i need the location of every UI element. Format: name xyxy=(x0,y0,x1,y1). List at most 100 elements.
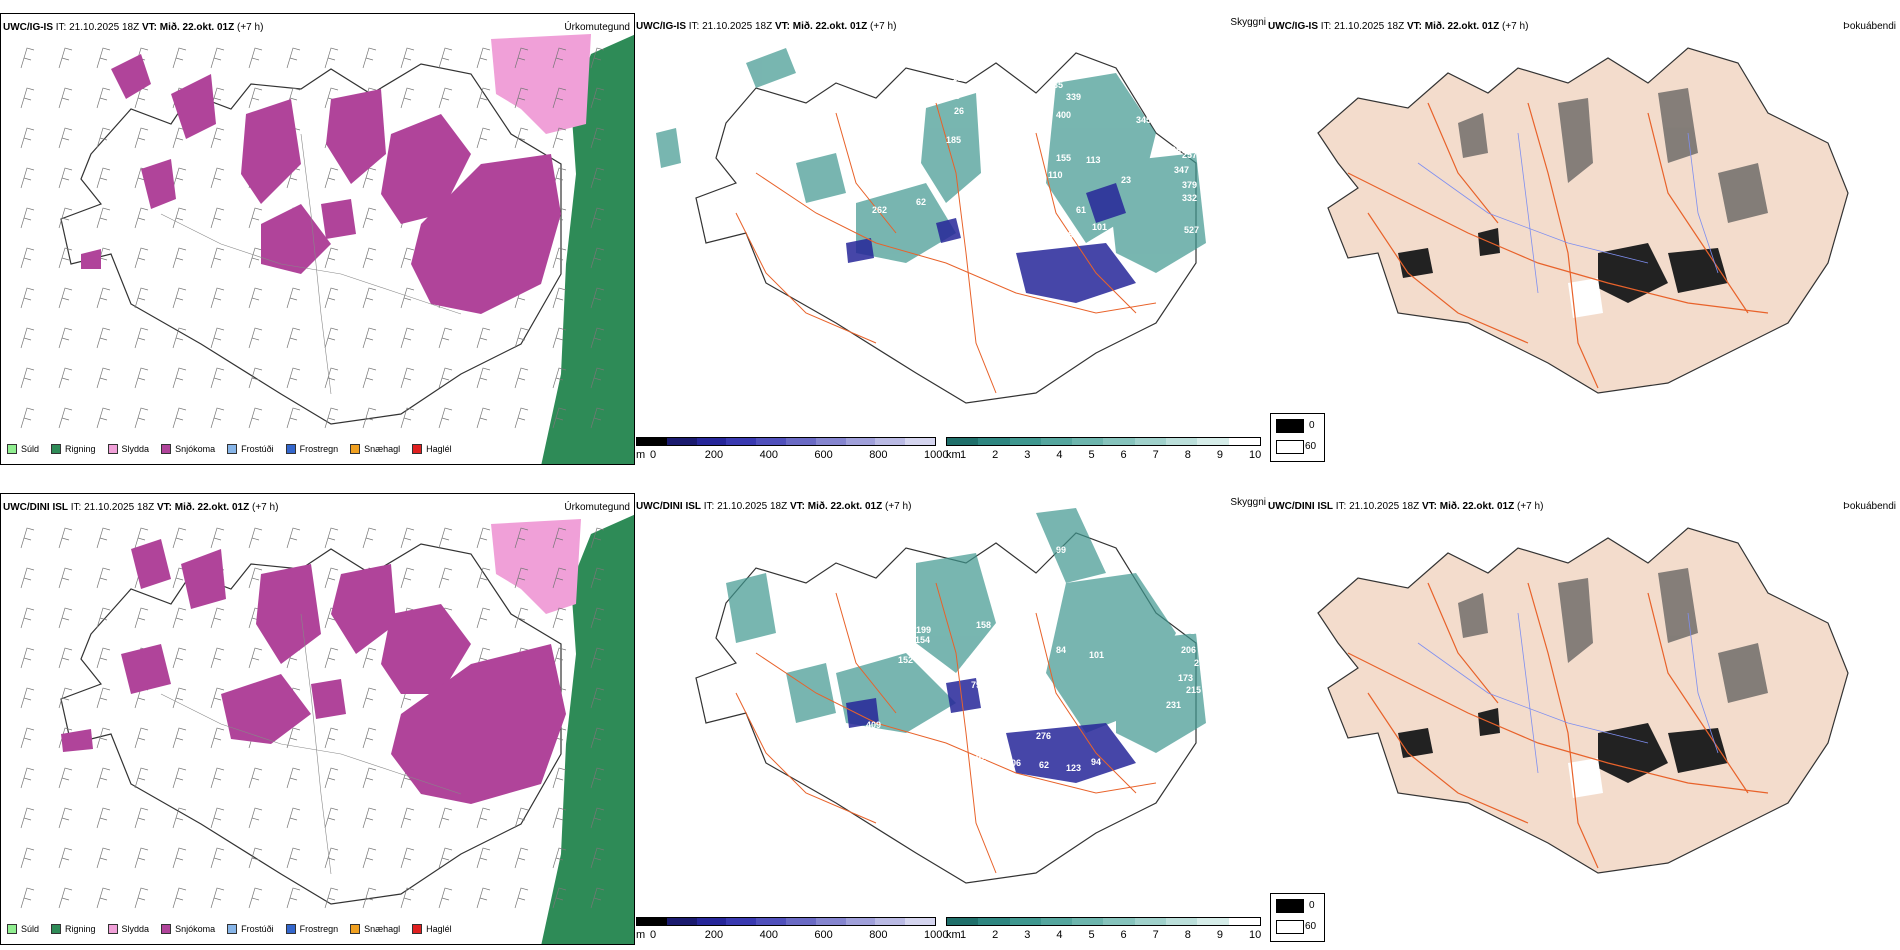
wind-barb-icon xyxy=(286,767,301,789)
wind-barb-icon xyxy=(514,887,529,909)
wind-barb-icon xyxy=(438,567,453,589)
wind-barb-icon xyxy=(514,327,529,349)
cloud-base-label: 215 xyxy=(1186,685,1201,695)
wind-barb-icon xyxy=(210,607,225,629)
legend-item: Slydda xyxy=(107,924,149,934)
cloud-base-label: 65 xyxy=(1039,222,1049,232)
colorbar-tick-label: 400 xyxy=(759,449,778,461)
wind-barb-icon xyxy=(134,407,149,429)
lead-time: (+7 h) xyxy=(1502,21,1529,32)
wind-barb-icon xyxy=(438,47,453,69)
legend-item: Snæhagl xyxy=(350,444,400,454)
colorbar-segment xyxy=(1103,918,1135,925)
legend-label: Súld xyxy=(21,444,40,454)
wind-barb-icon xyxy=(210,527,225,549)
wind-barb-icon xyxy=(438,87,453,109)
cloud-base-label: 102 xyxy=(1166,593,1181,603)
wind-barb-icon xyxy=(286,527,301,549)
legend-swatch-icon xyxy=(412,924,423,934)
precip-type-title: UWC/IG-IS IT: 21.10.2025 18Z VT: Mið. 22… xyxy=(3,22,263,33)
fog-white-label: 60 xyxy=(1305,441,1317,452)
wind-barb-icon xyxy=(20,367,35,389)
cloud-base-label: 106 xyxy=(1006,758,1021,768)
legend-label: Frostúði xyxy=(241,444,274,454)
wind-barb-icon xyxy=(134,727,149,749)
colorbar-tick-label: 200 xyxy=(704,449,724,461)
wind-barb-icon xyxy=(172,287,187,309)
cloud-base-label: 332 xyxy=(1182,193,1197,203)
wind-barb-icon xyxy=(514,407,529,429)
cloud-base-label: 684 xyxy=(1154,570,1169,580)
wind-barb-icon xyxy=(286,887,301,909)
wind-barb-icon xyxy=(286,327,301,349)
colorbar-tick-label: 1000 xyxy=(924,929,949,941)
wind-barb-icon xyxy=(58,567,73,589)
legend-label: Snæhagl xyxy=(364,924,401,934)
wind-barb-icon xyxy=(210,287,225,309)
colorbar-tick-label: 200 xyxy=(704,929,724,941)
wind-barb-icon xyxy=(20,527,35,549)
legend-swatch-icon xyxy=(51,444,62,454)
colorbar-segment xyxy=(696,438,727,445)
colorbar-segment xyxy=(1072,438,1104,445)
wind-barb-icon xyxy=(400,807,415,829)
init-time: IT: 21.10.2025 18Z xyxy=(1320,21,1405,32)
colorbar-segment xyxy=(1040,918,1073,925)
colorbar-segment xyxy=(1197,438,1229,445)
colorbar-tick-label: 400 xyxy=(759,929,778,941)
init-time: IT: 21.10.2025 18Z xyxy=(70,502,155,513)
precip-type-map xyxy=(20,34,634,464)
colorbar-tick-label: 7 xyxy=(1152,929,1159,941)
legend-swatch-icon xyxy=(285,924,296,934)
colorbar-segment xyxy=(1166,438,1198,445)
cloud-visibility-panel: 335 409 204 106 76 92 106 62 123 94 99 684 102 196 120… xyxy=(636,493,1266,945)
colorbar-segment xyxy=(726,918,757,925)
wind-barb-icon xyxy=(552,327,567,349)
valid-label: VT: xyxy=(1406,21,1422,32)
wind-barb-icon xyxy=(362,47,377,69)
wind-barb-icon xyxy=(590,207,605,229)
cloud-base-label: 345 xyxy=(1136,115,1151,125)
wind-barb-icon xyxy=(20,407,35,429)
precip-type-label: Úrkomutegund xyxy=(564,502,630,513)
valid-label: VT: xyxy=(156,502,172,513)
cloud-base-label: 127 xyxy=(936,65,951,75)
colorbar-tick-label: 5 xyxy=(1088,449,1095,461)
wind-barb-icon xyxy=(134,887,149,909)
wind-barb-icon xyxy=(96,367,111,389)
colorbar-segment xyxy=(756,438,786,445)
cloud-base-label: 206 xyxy=(1181,645,1196,655)
wind-barb-icon xyxy=(96,87,111,109)
legend-item: Snæhagl xyxy=(350,924,400,934)
valid-time: Mið. 22.okt. 01Z xyxy=(174,502,250,513)
wind-barb-icon xyxy=(134,527,149,549)
cloud-visibility-label: Skyggni xyxy=(1230,497,1266,508)
fog-label: Þokuábendi xyxy=(1843,501,1896,512)
fog-title: UWC/IG-IS IT: 21.10.2025 18Z VT: Mið. 22… xyxy=(1268,21,1528,32)
cloud-base-label: 185 xyxy=(946,135,961,145)
legend-label: Frostúði xyxy=(241,924,274,934)
wind-barb-icon xyxy=(400,367,415,389)
wind-barb-icon xyxy=(552,847,567,869)
cloud-base-label: 155 xyxy=(1056,153,1071,163)
wind-barb-icon xyxy=(362,687,377,709)
wind-barb-icon xyxy=(514,87,529,109)
precip-type-title: UWC/DINI ISL IT: 21.10.2025 18Z VT: Mið.… xyxy=(3,502,278,513)
wind-barb-icon xyxy=(20,607,35,629)
wind-barb-icon xyxy=(58,247,73,269)
cloud-base-label: 189 xyxy=(1022,195,1037,205)
wind-barb-icon xyxy=(58,287,73,309)
wind-barb-icon xyxy=(590,607,605,629)
wind-barb-icon xyxy=(58,607,73,629)
wind-barb-icon xyxy=(362,767,377,789)
cloud-base-label: 253 xyxy=(1194,658,1209,668)
cloud-base-label: 400 xyxy=(1056,110,1071,120)
wind-barb-icon xyxy=(96,767,111,789)
wind-barb-icon xyxy=(286,407,301,429)
valid-label: VT: xyxy=(141,22,157,33)
colorbar-segment xyxy=(696,918,727,925)
fog-white-swatch-icon xyxy=(1276,920,1304,934)
wind-barb-icon xyxy=(590,247,605,269)
colorbar-segment xyxy=(637,918,667,925)
